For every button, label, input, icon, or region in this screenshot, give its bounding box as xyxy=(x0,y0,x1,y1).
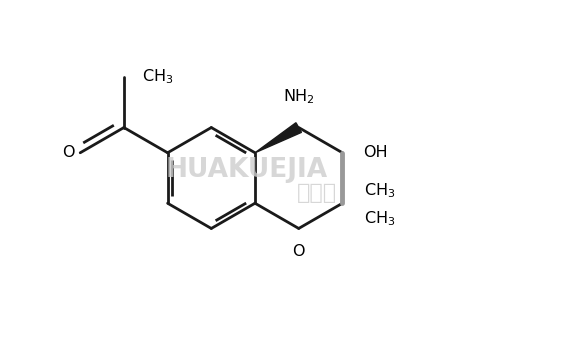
Text: O: O xyxy=(61,145,74,160)
Text: CH$_3$: CH$_3$ xyxy=(142,68,173,87)
Text: CH$_3$: CH$_3$ xyxy=(363,209,395,228)
Text: 化学加: 化学加 xyxy=(297,183,338,203)
Polygon shape xyxy=(255,123,301,153)
Text: NH$_2$: NH$_2$ xyxy=(283,88,315,106)
Text: OH: OH xyxy=(363,145,388,160)
Text: O: O xyxy=(293,244,305,258)
Text: HUAKUEJIA: HUAKUEJIA xyxy=(165,157,328,183)
Text: CH$_3$: CH$_3$ xyxy=(363,181,395,200)
